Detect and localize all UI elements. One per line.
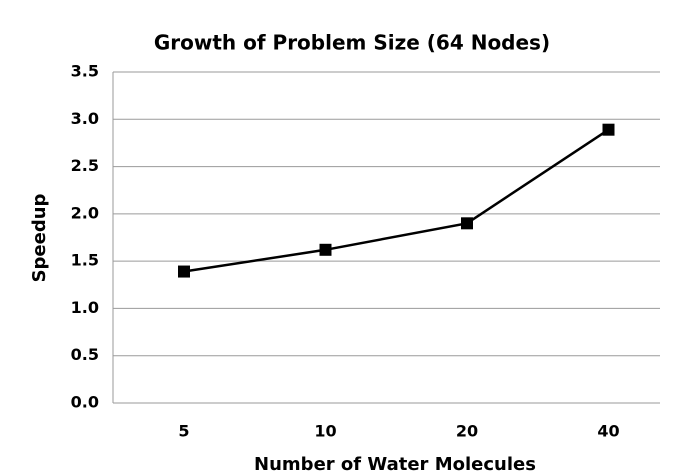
y-tick-label: 0.5 xyxy=(71,345,99,364)
y-tick-label: 3.0 xyxy=(71,109,99,128)
data-marker xyxy=(319,243,332,256)
y-tick-label: 1.0 xyxy=(71,298,99,317)
y-axis-label: Speedup xyxy=(29,193,50,282)
data-line xyxy=(183,128,610,273)
data-marker xyxy=(461,217,473,230)
y-tick-label: 1.5 xyxy=(71,251,99,270)
y-tick-label: 2.0 xyxy=(71,203,99,222)
y-tick-label: 0.0 xyxy=(71,393,99,412)
y-tick-label: 2.5 xyxy=(71,156,99,175)
x-tick-label: 40 xyxy=(597,422,619,441)
data-marker xyxy=(178,265,190,278)
x-tick-label: 5 xyxy=(178,422,189,441)
y-tick-label: 3.5 xyxy=(71,62,99,81)
chart-title: Growth of Problem Size (64 Nodes) xyxy=(154,31,550,55)
x-axis-label: Number of Water Molecules xyxy=(254,454,536,475)
x-tick-label: 20 xyxy=(456,422,478,441)
x-tick-label: 10 xyxy=(314,422,336,441)
data-marker xyxy=(602,123,615,136)
